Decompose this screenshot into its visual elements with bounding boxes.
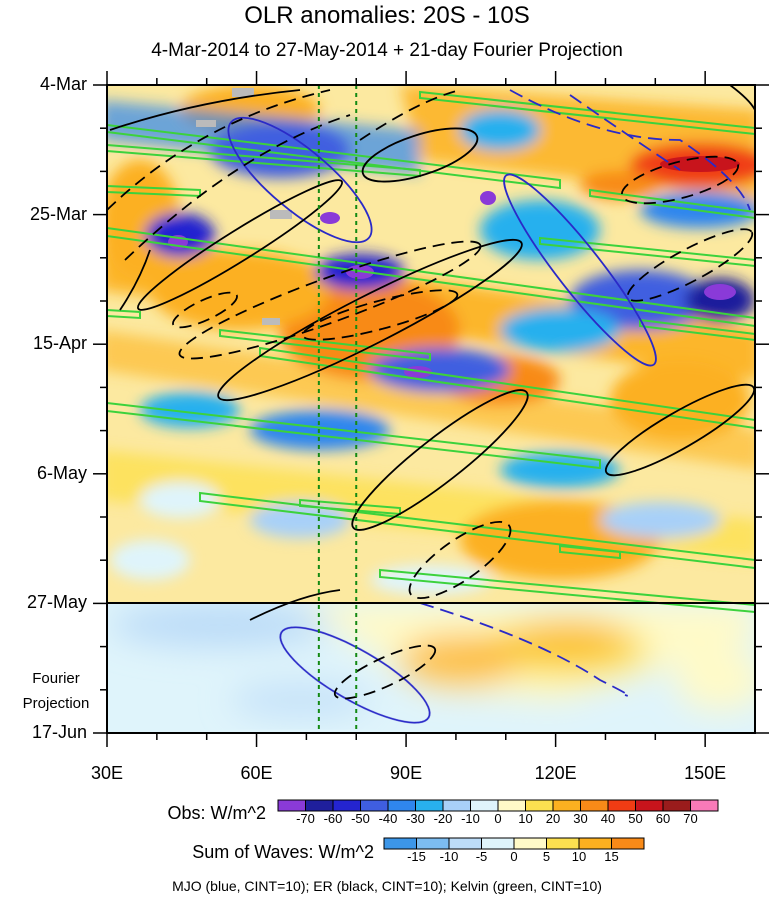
obs-field <box>107 85 755 603</box>
obs-colorbar-swatch <box>497 799 526 812</box>
projection-label-line: Fourier <box>32 670 80 687</box>
waves-colorbar-swatch <box>448 837 482 850</box>
contours <box>107 85 755 733</box>
obs-colorbar-label: 60 <box>655 811 671 826</box>
obs-colorbar-label: 10 <box>518 811 533 826</box>
obs-colorbar-swatch <box>360 799 389 812</box>
obs-colorbar-label: -30 <box>406 811 425 826</box>
plot-frame <box>106 84 756 734</box>
obs-colorbar-swatch <box>580 799 609 812</box>
obs-colorbar-label: 30 <box>573 811 588 826</box>
waves-colorbar-swatch <box>383 837 417 850</box>
waves-colorbar-swatch <box>481 837 515 850</box>
obs-colorbar-swatch <box>635 799 664 812</box>
x-tick-label: 60E <box>240 763 273 783</box>
x-tick-label: 150E <box>684 763 727 783</box>
waves-colorbar-swatch <box>611 837 645 850</box>
waves-colorbar <box>383 837 645 850</box>
obs-colorbar-label: -10 <box>461 811 480 826</box>
projection-field <box>107 603 755 733</box>
y-tick-label: 6-May <box>36 462 87 483</box>
waves-colorbar-label: -5 <box>475 849 488 864</box>
obs-colorbar-swatch <box>525 799 554 812</box>
waves-colorbar-label: 15 <box>604 849 619 864</box>
obs-colorbar-swatch <box>305 799 334 812</box>
waves-colorbar-label: 10 <box>571 849 587 864</box>
chart-subtitle: 4-Mar-2014 to 27-May-2014 + 21-day Fouri… <box>151 40 623 61</box>
legend-caption: MJO (blue, CINT=10); ER (black, CINT=10)… <box>172 878 602 894</box>
obs-colorbar-swatch <box>442 799 471 812</box>
obs-colorbar-label: -70 <box>296 811 315 826</box>
obs-colorbar-label: -60 <box>323 811 343 826</box>
obs-colorbar-swatch <box>470 799 499 812</box>
obs-colorbar-label: -20 <box>433 811 453 826</box>
obs-colorbar-swatch <box>690 799 719 812</box>
waves-colorbar-label: 5 <box>542 849 551 864</box>
waves-colorbar-label: -10 <box>439 849 459 864</box>
obs-colorbar-label: 0 <box>494 811 502 826</box>
waves-colorbar-title: Sum of Waves: W/m^2 <box>192 842 374 862</box>
obs-colorbar-label: -40 <box>378 811 398 826</box>
obs-colorbar <box>277 799 719 812</box>
obs-colorbar-swatch <box>662 799 691 812</box>
chart-title: OLR anomalies: 20S - 10S <box>244 2 530 29</box>
x-tick-label: 30E <box>90 763 124 783</box>
obs-colorbar-swatch <box>332 799 361 812</box>
y-tick-label: 25-Mar <box>29 203 87 224</box>
waves-colorbar-label: 0 <box>510 849 518 864</box>
y-tick-label: 15-Apr <box>32 333 87 354</box>
obs-colorbar-label: 70 <box>683 811 698 826</box>
obs-colorbar-swatch <box>607 799 636 812</box>
er-contours <box>107 85 755 700</box>
y-tick-label: 17-Jun <box>31 722 87 742</box>
axis-ticks <box>93 71 769 747</box>
obs-colorbar-label: 40 <box>600 811 616 826</box>
waves-colorbar-swatch <box>546 837 580 850</box>
waves-colorbar-label: -15 <box>407 849 426 864</box>
obs-colorbar-swatch <box>277 799 306 812</box>
obs-colorbar-label: 50 <box>628 811 643 826</box>
obs-colorbar-label: 20 <box>545 811 561 826</box>
obs-colorbar-swatch <box>415 799 444 812</box>
reference-lines <box>317 85 358 733</box>
obs-colorbar-label: -50 <box>351 811 370 826</box>
x-tick-label: 90E <box>390 763 423 783</box>
obs-colorbar-swatch <box>552 799 581 812</box>
y-tick-label: 4-Mar <box>39 74 87 94</box>
y-tick-label: 27-May <box>26 592 87 613</box>
waves-colorbar-swatch <box>513 837 547 850</box>
waves-colorbar-swatch <box>416 837 450 850</box>
kelvin-contours <box>107 90 755 614</box>
obs-colorbar-title: Obs: W/m^2 <box>167 803 266 823</box>
waves-colorbar-swatch <box>578 837 612 850</box>
obs-colorbar-swatch <box>387 799 416 812</box>
projection-label-line: Projection <box>22 695 90 712</box>
x-tick-label: 120E <box>534 763 577 783</box>
